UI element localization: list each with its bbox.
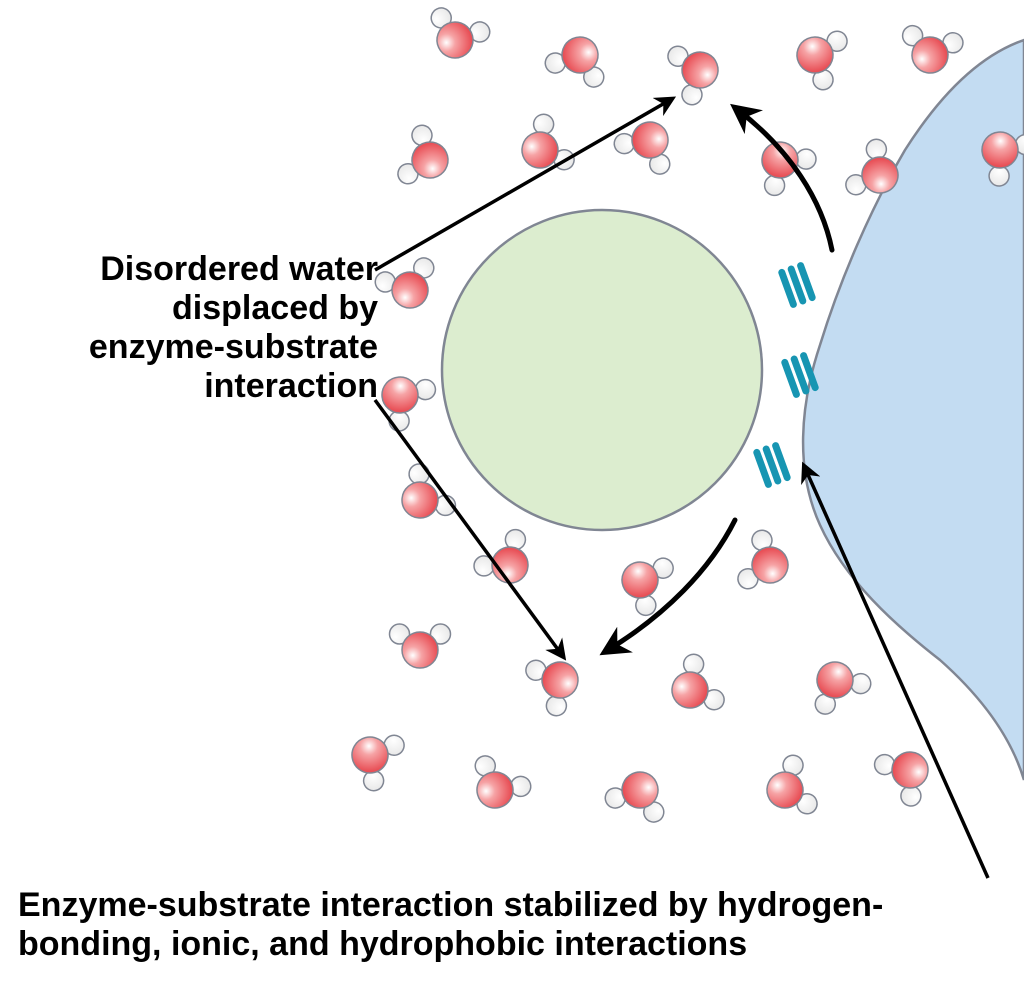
water-molecule [870,735,943,810]
interaction-marks-0 [782,266,812,305]
water-molecule [611,109,686,178]
water-molecule [420,5,492,67]
water-molecule [470,525,545,598]
water-molecule [800,649,875,718]
diagram-svg [0,0,1024,983]
diagram-stage: Disordered waterdisplaced byenzyme-subst… [0,0,1024,983]
label-es-interaction: Enzyme-substrate interaction stabilized … [18,886,1018,964]
water-molecule [665,35,727,107]
label-disordered-water: Disordered waterdisplaced byenzyme-subst… [18,250,378,406]
water-molecule [542,28,614,90]
water-molecule [395,122,457,194]
water-molecule [339,720,408,795]
water-molecule [735,527,797,599]
displacement-arrow-0 [738,110,832,250]
water-molecule [788,20,850,92]
water-molecule [460,752,535,821]
water-molecule [522,645,591,720]
water-molecule [758,752,820,824]
substrate-circle [442,210,762,530]
water-molecule [897,24,965,78]
water-molecule [602,763,674,825]
water-molecule [659,651,728,726]
interaction-marks-2 [757,446,787,485]
water-molecule [390,624,451,668]
